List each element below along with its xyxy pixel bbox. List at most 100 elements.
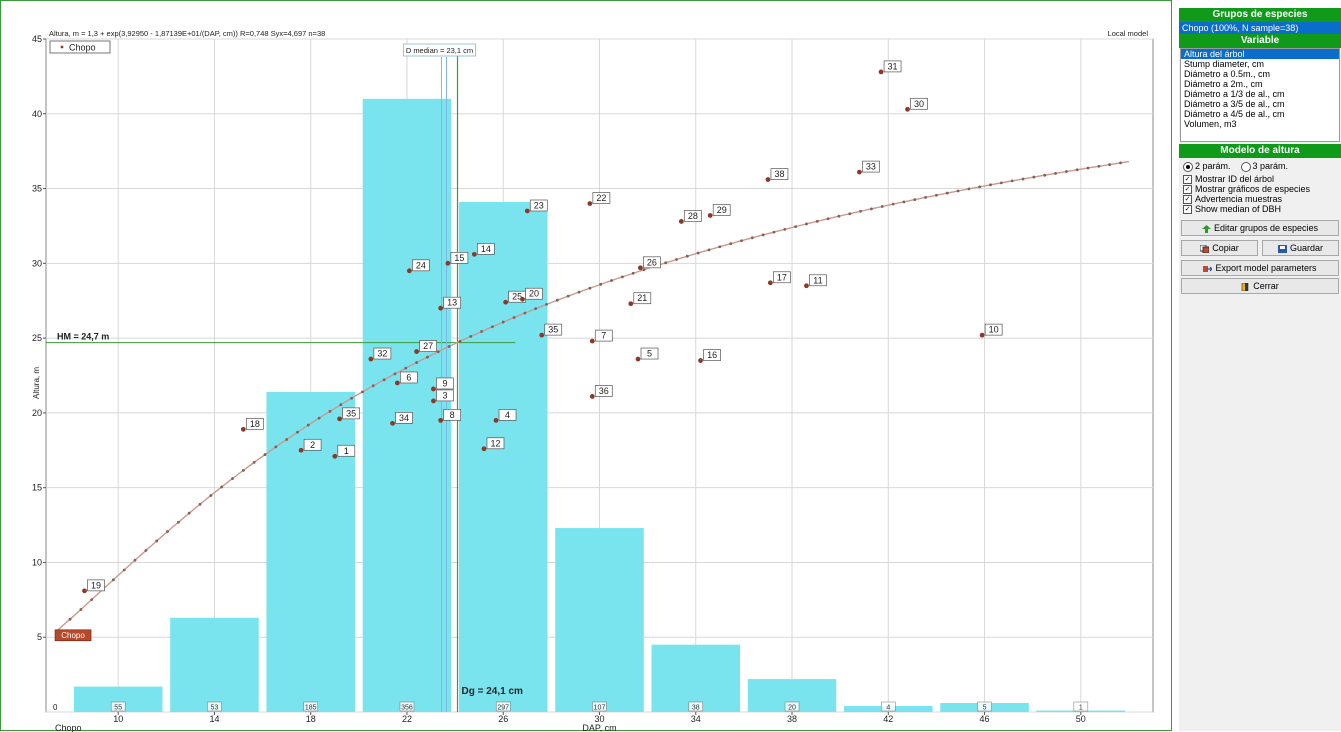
variable-list[interactable]: Altura del árbol Stump diameter, cm Diám…	[1180, 48, 1340, 142]
bar-count-label: 53	[211, 705, 219, 712]
point-id-box	[594, 329, 613, 342]
point-id-label: 4	[505, 410, 510, 420]
bar-count-box	[592, 701, 607, 712]
curve-marker	[794, 225, 798, 229]
point-id-label: 30	[914, 99, 924, 109]
curve-marker	[274, 445, 278, 449]
save-button[interactable]: Guardar	[1262, 240, 1339, 256]
curve-marker	[577, 290, 581, 294]
variable-item[interactable]: Diámetro a 3/5 de al., cm	[1184, 99, 1285, 109]
point-id-label: 21	[637, 293, 647, 303]
check-show-species-charts[interactable]: ✓ Mostrar gráficos de especies	[1179, 184, 1341, 194]
curve-marker	[90, 598, 94, 602]
point-id-box	[436, 389, 454, 402]
curve-marker	[956, 189, 960, 193]
variable-item[interactable]: Diámetro a 2m., cm	[1184, 79, 1263, 89]
point-id-box	[862, 160, 880, 173]
copy-button[interactable]: Copiar	[1181, 240, 1258, 256]
curve-marker	[1021, 177, 1025, 181]
variable-item[interactable]: Diámetro a 0.5m., cm	[1184, 69, 1271, 79]
bar-count-box	[688, 701, 704, 712]
curve-marker	[1054, 171, 1057, 175]
check-show-median[interactable]: ✓ Show median of DBH	[1179, 204, 1341, 214]
groups-header: Grupos de especies	[1179, 8, 1341, 22]
point-id-label: 8	[450, 410, 455, 420]
check-label: Mostrar gráficos de especies	[1195, 184, 1311, 194]
bar-count-box	[110, 701, 126, 712]
radio-3-param[interactable]: 3 parám.	[1240, 158, 1289, 174]
check-sample-warning[interactable]: ✓ Advertencia muestras	[1179, 194, 1341, 204]
point-id-box	[395, 412, 413, 424]
point-id-box	[400, 371, 418, 384]
histogram-bar	[555, 528, 644, 712]
data-point	[431, 386, 436, 392]
point-id-label: 25	[512, 292, 522, 302]
radio-3-label: 3 parám.	[1252, 161, 1289, 171]
close-label: Cerrar	[1253, 281, 1279, 291]
point-id-label: 12	[490, 438, 500, 448]
curve-marker	[317, 416, 321, 420]
point-id-box	[703, 349, 721, 361]
check-show-tree-id[interactable]: ✓ Mostrar ID del árbol	[1179, 174, 1341, 184]
point-id-box	[544, 323, 563, 336]
y-tick-label: 45	[32, 34, 42, 44]
data-point	[445, 260, 451, 266]
y-tick-label: 35	[32, 184, 42, 194]
point-id-label: 18	[250, 419, 260, 429]
curve-marker	[815, 219, 819, 223]
point-id-box	[883, 60, 902, 73]
curve-marker	[902, 200, 906, 204]
curve-marker	[913, 198, 917, 202]
variable-item[interactable]: Volumen, m3	[1184, 119, 1237, 129]
data-point	[390, 420, 395, 426]
data-point	[337, 416, 342, 422]
curve-marker	[837, 214, 841, 218]
point-id-label: 23	[534, 200, 544, 210]
curve-marker	[285, 438, 289, 441]
curve-marker	[740, 239, 743, 243]
data-point	[589, 394, 595, 399]
point-id-label: 1	[344, 446, 349, 456]
point-id-box	[419, 340, 437, 352]
y-tick-label: 40	[32, 109, 42, 119]
checkbox-checked-icon: ✓	[1183, 205, 1192, 214]
side-panel: Grupos de especies Chopo (100%, N sample…	[1179, 8, 1341, 731]
x-tick-label: 14	[209, 714, 219, 724]
edit-groups-label: Editar grupos de especies	[1213, 223, 1319, 233]
data-point	[368, 356, 374, 362]
curve-marker	[642, 268, 646, 272]
radio-2-param[interactable]: 2 parám.	[1183, 158, 1231, 174]
point-id-box	[373, 347, 392, 360]
point-id-label: 28	[688, 211, 698, 221]
bar-count-label: 356	[401, 705, 413, 712]
data-point	[332, 453, 338, 459]
species-group-item[interactable]: Chopo (100%, N sample=38)	[1179, 22, 1341, 34]
curve-marker	[1010, 179, 1014, 183]
edit-groups-button[interactable]: Editar grupos de especies	[1181, 220, 1339, 236]
data-point	[298, 447, 304, 453]
curve-marker	[1043, 173, 1047, 177]
model-curve-line	[57, 160, 1130, 631]
curve-marker	[718, 245, 722, 249]
variable-item[interactable]: Diámetro a 1/3 de al., cm	[1184, 89, 1285, 99]
histogram-bar	[651, 644, 741, 712]
curve-marker	[1032, 175, 1036, 179]
curve-marker	[783, 227, 787, 231]
variable-item[interactable]: Stump diameter, cm	[1184, 59, 1265, 69]
legend-marker	[60, 45, 64, 49]
close-button[interactable]: Cerrar	[1181, 278, 1339, 294]
point-id-box	[87, 579, 105, 592]
bar-count-label: 297	[497, 705, 509, 712]
radio-on-icon	[1183, 161, 1193, 172]
curve-marker	[404, 366, 408, 370]
variable-item[interactable]: Diámetro a 4/5 de al., cm	[1184, 109, 1285, 119]
curve-marker	[296, 430, 299, 434]
curve-marker	[166, 530, 169, 533]
bar-count-label: 38	[692, 705, 700, 712]
bar-count-box	[399, 701, 415, 712]
point-id-label: 36	[599, 386, 609, 396]
bar-count-box	[303, 701, 319, 712]
variable-item[interactable]: Altura del árbol	[1181, 49, 1339, 59]
export-button[interactable]: Export model parameters	[1181, 260, 1339, 276]
